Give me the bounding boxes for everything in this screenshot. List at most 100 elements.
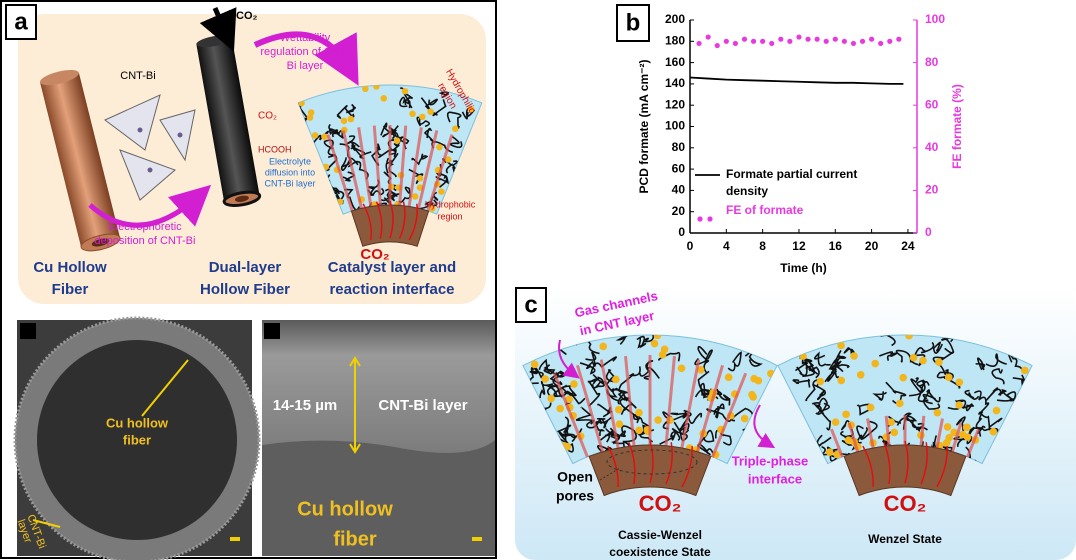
bi-particle: [748, 391, 756, 399]
bi-particle: [867, 404, 875, 412]
panel-label: c: [524, 291, 537, 318]
chart: b 02040608010012014016018020002040608010…: [617, 5, 964, 275]
y2-tick-label: 100: [925, 12, 945, 26]
bi-particle: [417, 175, 424, 182]
legend-label: FE of formate: [726, 202, 891, 219]
electrolyte-text: Electrolyte: [269, 156, 311, 166]
legend-label: Formate partial current density: [726, 166, 891, 200]
deposition-text: Electrophoretic: [108, 221, 182, 233]
cnt-bi-label: CNT-Bi: [120, 70, 155, 82]
legend-entry: Formate partial current density: [726, 166, 891, 202]
state-label: coexistence State: [609, 545, 711, 559]
bi-particle: [541, 375, 549, 383]
y-tick-label: 20: [672, 204, 686, 218]
data-line: [690, 78, 903, 84]
y-tick-label: 0: [678, 225, 685, 239]
bi-particle: [850, 352, 858, 360]
data-point: [796, 34, 801, 39]
bi-particle: [341, 118, 348, 125]
bi-particle: [635, 409, 643, 417]
bi-particle: [438, 188, 445, 195]
data-point: [869, 37, 874, 42]
bi-particle: [741, 415, 749, 423]
data-point: [815, 37, 820, 42]
bi-particle: [394, 137, 401, 144]
y2-axis-title: FE formate (%): [950, 84, 964, 169]
data-point: [833, 37, 838, 42]
sem-label: fiber: [123, 432, 151, 447]
state-label: Wenzel State: [868, 532, 942, 546]
bi-particle: [402, 88, 409, 95]
bi-particle: [547, 395, 555, 403]
electrolyte-text: diffusion into: [265, 167, 315, 177]
co2-label: CO₂: [884, 491, 927, 516]
data-point: [860, 39, 865, 44]
annotation: interface: [748, 471, 802, 486]
bi-particle: [1021, 367, 1029, 375]
y2-tick-label: 40: [925, 140, 939, 154]
bi-particle: [993, 407, 1001, 415]
data-point: [724, 39, 729, 44]
wettability-text: regulation of CNT-: [260, 46, 350, 58]
y-tick-label: 100: [665, 119, 685, 133]
bi-particle: [832, 418, 840, 426]
sem-layer-image: [262, 320, 495, 556]
bi-particle: [964, 433, 972, 441]
bi-particle: [409, 110, 416, 117]
wettability-text: Wettability: [280, 32, 331, 44]
figure-canvas: a CNT-Bi CO₂ Wettability regulation of C…: [0, 0, 1076, 560]
bi-particle: [427, 108, 434, 115]
data-point: [842, 39, 847, 44]
bi-particle: [616, 420, 624, 428]
bi-particle: [990, 428, 998, 436]
data-point: [742, 37, 747, 42]
data-point: [805, 37, 810, 42]
bi-particle: [615, 406, 623, 414]
bi-particle: [891, 429, 899, 437]
hcooh-label: HCOOH: [258, 144, 292, 154]
bi-particle: [436, 144, 443, 151]
data-point: [696, 41, 701, 46]
y2-tick-label: 60: [925, 97, 939, 111]
y2-tick-label: 80: [925, 55, 939, 69]
data-point: [878, 41, 883, 46]
wettability-text: Bi layer: [287, 60, 324, 72]
data-point: [824, 39, 829, 44]
bi-particle: [919, 357, 927, 365]
y-tick-label: 40: [672, 183, 686, 197]
figure: a CNT-Bi CO₂ Wettability regulation of C…: [0, 0, 1076, 560]
data-point: [733, 41, 738, 46]
annotation: pores: [556, 488, 594, 504]
data-point: [751, 39, 756, 44]
bi-particle: [678, 364, 686, 372]
bi-particle: [871, 360, 879, 368]
hydrophobic-text: region: [437, 211, 462, 221]
bi-particle: [944, 423, 952, 431]
bi-particle: [321, 133, 328, 140]
stage-title: Fiber: [52, 281, 89, 298]
bi-particle: [570, 380, 578, 388]
y-tick-label: 200: [665, 12, 685, 26]
bi-particle: [307, 114, 314, 121]
annotation: Open: [557, 469, 593, 485]
y2-tick-label: 20: [925, 183, 939, 197]
y-tick-label: 180: [665, 33, 685, 47]
data-point: [706, 34, 711, 39]
y-tick-label: 60: [672, 161, 686, 175]
stage-title: Cu Hollow: [33, 259, 107, 276]
y2-tick-label: 0: [925, 225, 932, 239]
bi-particle: [934, 409, 942, 417]
bi-particle: [816, 378, 824, 386]
legend-marker: [707, 216, 712, 221]
bi-particle: [635, 426, 643, 434]
sem-label: Cu hollow: [297, 498, 393, 520]
annotation: Triple-phase: [732, 453, 809, 468]
bi-particle: [419, 114, 426, 121]
bi-particle: [651, 340, 659, 348]
x-tick-label: 0: [687, 239, 694, 253]
bi-particle: [910, 354, 918, 362]
data-point: [715, 43, 720, 48]
stage-title: Catalyst layer and: [328, 259, 456, 276]
bi-particle: [945, 374, 953, 382]
deposition-text: deposition of CNT-Bi: [95, 235, 196, 247]
